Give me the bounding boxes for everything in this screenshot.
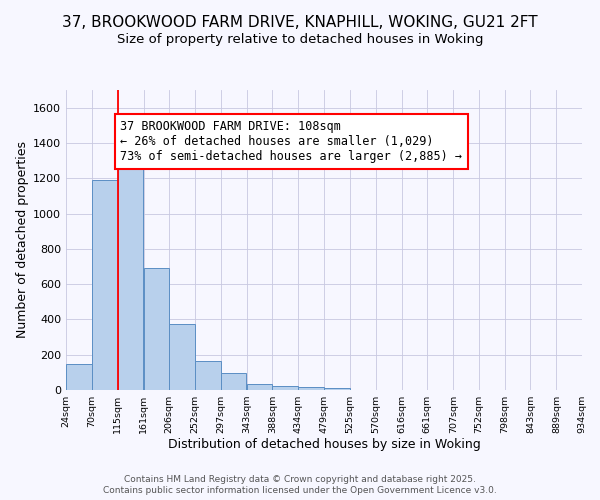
Bar bbox=[195, 361, 221, 390]
Text: Size of property relative to detached houses in Woking: Size of property relative to detached ho… bbox=[117, 32, 483, 46]
Bar bbox=[221, 373, 247, 390]
Bar bbox=[247, 384, 272, 390]
Bar bbox=[66, 364, 92, 390]
Bar bbox=[324, 388, 350, 390]
Bar bbox=[298, 388, 324, 390]
Y-axis label: Number of detached properties: Number of detached properties bbox=[16, 142, 29, 338]
Text: Contains HM Land Registry data © Crown copyright and database right 2025.: Contains HM Land Registry data © Crown c… bbox=[124, 475, 476, 484]
Bar bbox=[118, 167, 143, 390]
Text: 37, BROOKWOOD FARM DRIVE, KNAPHILL, WOKING, GU21 2FT: 37, BROOKWOOD FARM DRIVE, KNAPHILL, WOKI… bbox=[62, 15, 538, 30]
Text: 37 BROOKWOOD FARM DRIVE: 108sqm
← 26% of detached houses are smaller (1,029)
73%: 37 BROOKWOOD FARM DRIVE: 108sqm ← 26% of… bbox=[121, 120, 463, 163]
X-axis label: Distribution of detached houses by size in Woking: Distribution of detached houses by size … bbox=[167, 438, 481, 450]
Bar bbox=[169, 324, 195, 390]
Text: Contains public sector information licensed under the Open Government Licence v3: Contains public sector information licen… bbox=[103, 486, 497, 495]
Bar bbox=[272, 386, 298, 390]
Bar bbox=[143, 268, 169, 390]
Bar bbox=[92, 180, 118, 390]
